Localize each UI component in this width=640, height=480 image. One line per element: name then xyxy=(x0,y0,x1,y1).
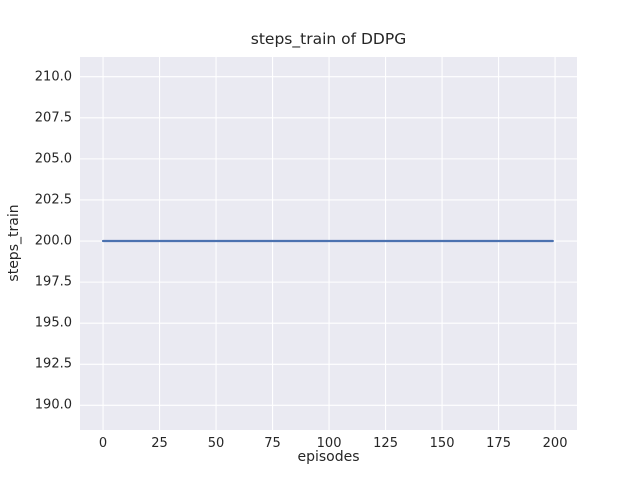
y-tick-label: 205.0 xyxy=(34,151,72,167)
y-tick-label: 207.5 xyxy=(34,110,72,126)
plot-background xyxy=(80,57,577,430)
chart-title: steps_train of DDPG xyxy=(250,30,407,48)
x-tick-label: 150 xyxy=(429,436,455,451)
x-tick-label: 175 xyxy=(486,436,511,451)
y-tick-label: 192.5 xyxy=(34,356,72,372)
x-tick-label: 50 xyxy=(207,436,225,451)
x-tick-label: 75 xyxy=(264,436,281,451)
y-tick-label: 195.0 xyxy=(34,315,72,331)
plot-canvas xyxy=(80,57,577,430)
x-tick-label: 100 xyxy=(316,436,342,451)
x-tick-label: 0 xyxy=(98,436,108,451)
plot-area xyxy=(80,57,577,430)
y-axis-label: steps_train xyxy=(6,204,22,282)
y-tick-label: 210.0 xyxy=(34,69,72,85)
y-tick-label: 202.5 xyxy=(34,192,72,208)
x-tick-label: 25 xyxy=(151,436,168,451)
y-tick-label: 197.5 xyxy=(34,274,72,290)
x-tick-label: 125 xyxy=(373,436,398,451)
x-axis-label: episodes xyxy=(297,449,360,465)
x-tick-label: 200 xyxy=(542,436,568,451)
y-tick-label: 200.0 xyxy=(34,233,72,249)
y-tick-label: 190.0 xyxy=(34,397,72,413)
